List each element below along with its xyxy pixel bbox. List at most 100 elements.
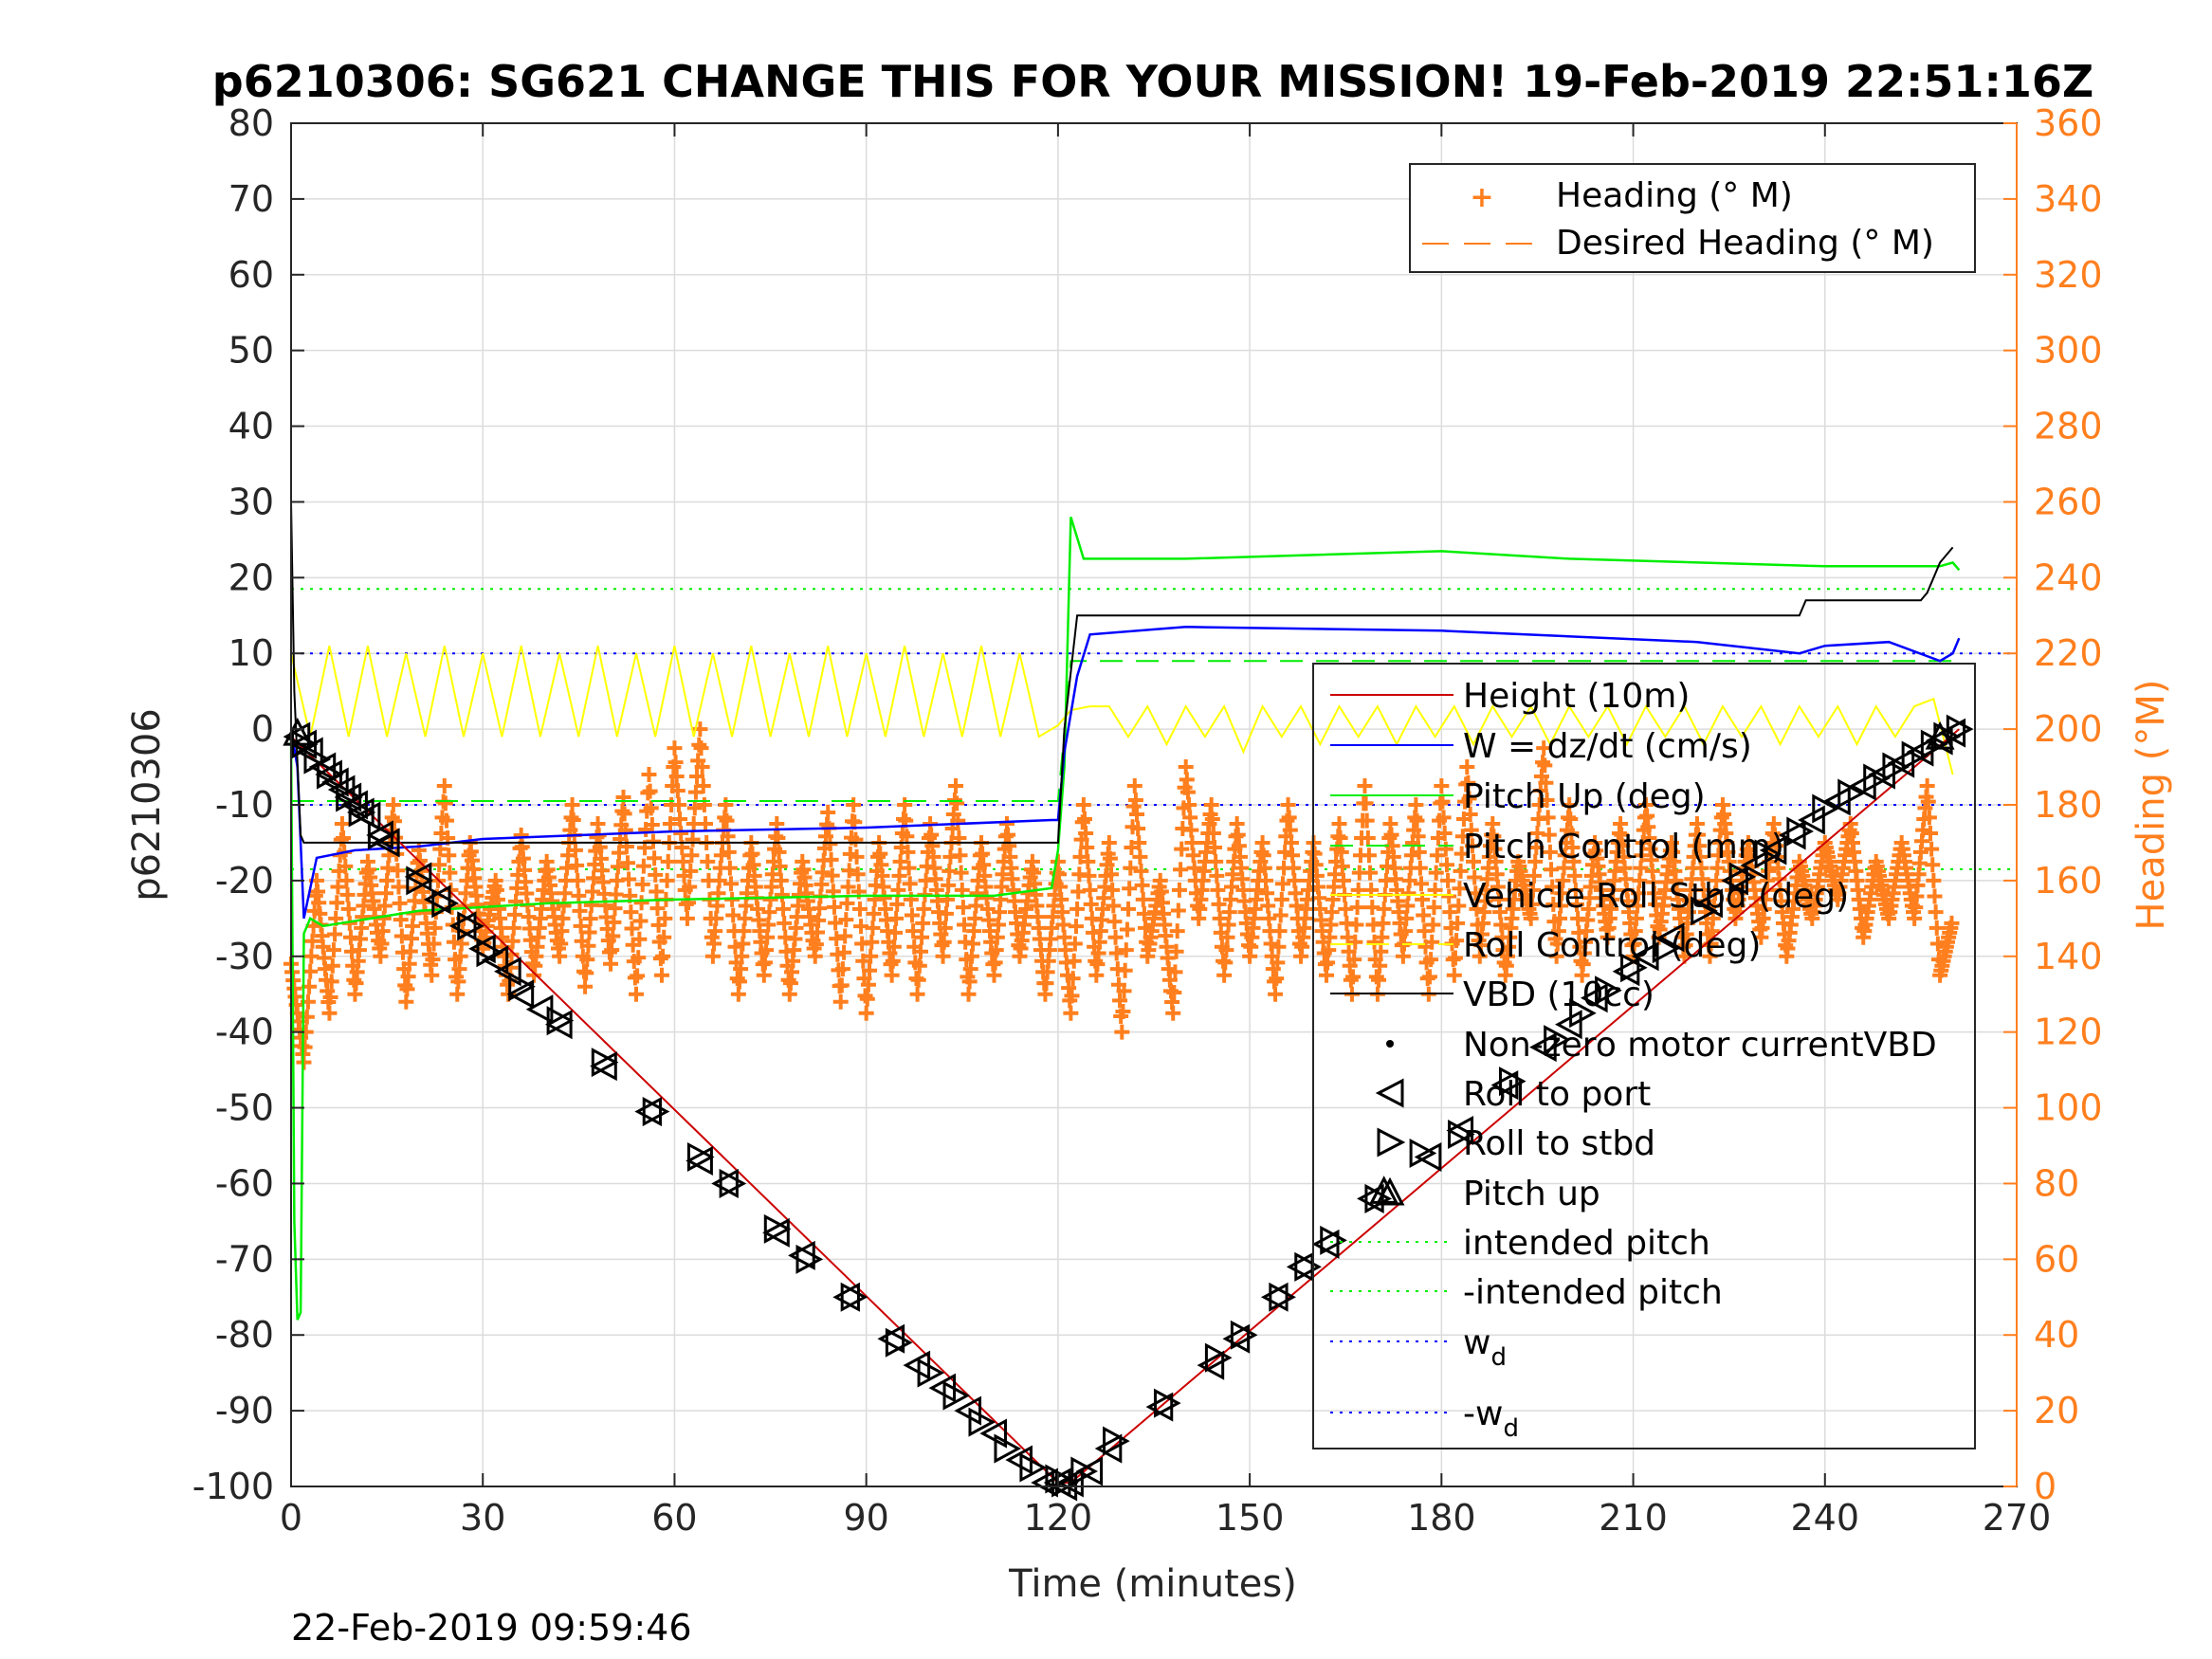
heading-point xyxy=(860,976,876,993)
heading-point xyxy=(829,931,845,947)
x-tick-label: 180 xyxy=(1407,1497,1476,1539)
roll-to-stbd-marker xyxy=(1409,1138,1437,1169)
heading-point xyxy=(656,929,672,945)
y-tick-label: 30 xyxy=(229,481,274,522)
heading-point xyxy=(1079,839,1095,855)
heading-point xyxy=(1527,853,1544,869)
heading-point xyxy=(689,769,705,785)
heading-point xyxy=(838,912,854,928)
heading-point xyxy=(887,924,903,940)
heading-point xyxy=(1269,971,1285,987)
heading-point xyxy=(1452,881,1468,897)
heading-point xyxy=(836,944,852,960)
heading-point xyxy=(824,867,840,884)
heading-point xyxy=(1929,920,1945,936)
heading-point xyxy=(338,858,354,874)
heading-point xyxy=(866,905,882,921)
heading-point xyxy=(1438,857,1454,873)
heading-point xyxy=(899,829,915,845)
heading-point xyxy=(885,953,901,969)
heading-point xyxy=(323,974,339,990)
heading-point xyxy=(1169,923,1185,939)
legend-label-neg-intended-pitch: -intended pitch xyxy=(1463,1273,1723,1312)
heading-point xyxy=(504,933,521,949)
heading-point xyxy=(1524,896,1540,912)
roll-to-port-marker xyxy=(404,862,432,892)
heading-point xyxy=(725,907,741,923)
roll-to-stbd-marker xyxy=(1754,839,1782,869)
heading-point xyxy=(439,812,455,829)
heading-point xyxy=(340,901,356,917)
x-tick-label: 0 xyxy=(280,1497,302,1539)
heading-point xyxy=(1409,812,1425,829)
y2-tick-label: 240 xyxy=(2034,556,2103,598)
y-tick-label: -70 xyxy=(215,1238,274,1280)
heading-point xyxy=(1463,822,1479,838)
y-tick-label: -10 xyxy=(215,784,274,826)
heading-point xyxy=(645,833,661,849)
heading-point xyxy=(1541,827,1557,843)
roll-to-stbd-marker xyxy=(1269,1282,1296,1312)
y-tick-label: 70 xyxy=(229,178,274,220)
heading-point xyxy=(580,938,596,954)
roll-to-stbd-marker xyxy=(508,972,536,1002)
heading-point xyxy=(579,952,595,968)
heading-point xyxy=(1114,1024,1130,1040)
legend-label-neg-wd: -wd xyxy=(1463,1395,1519,1443)
y-tick-label: 40 xyxy=(229,406,274,447)
roll-to-port-marker xyxy=(1094,1433,1123,1464)
heading-point xyxy=(935,948,951,964)
heading-point xyxy=(391,879,407,895)
heading-point xyxy=(722,860,738,876)
heading-point xyxy=(1078,825,1094,841)
heading-point xyxy=(669,783,686,799)
heading-point xyxy=(864,934,880,950)
roll-to-port-marker xyxy=(1656,922,1685,953)
y2-tick-label: 260 xyxy=(2034,481,2103,522)
heading-point xyxy=(1542,844,1558,860)
heading-point xyxy=(1446,967,1462,983)
heading-point xyxy=(1074,814,1090,830)
heading-point xyxy=(1525,882,1541,898)
roll-to-stbd-marker xyxy=(1070,1456,1099,1486)
heading-point xyxy=(1104,866,1120,883)
heading-point xyxy=(586,870,602,886)
heading-legend-label-0: Heading (° M) xyxy=(1556,176,1793,215)
legend-label-wd-main: w xyxy=(1463,1323,1490,1362)
y2-tick-label: 140 xyxy=(2034,936,2103,977)
heading-point xyxy=(774,886,790,902)
roll-to-stbd-marker xyxy=(316,759,344,790)
roll-to-stbd-marker xyxy=(686,1141,715,1173)
heading-point xyxy=(1207,839,1223,855)
heading-point xyxy=(694,759,710,775)
roll-to-stbd-marker xyxy=(885,1327,913,1358)
roll-to-stbd-marker xyxy=(1691,896,1718,926)
heading-point xyxy=(948,778,964,794)
y2-tick-label: 300 xyxy=(2034,330,2103,372)
heading-point xyxy=(1416,907,1432,923)
heading-point xyxy=(1928,904,1944,921)
heading-point xyxy=(571,887,587,903)
heading-point xyxy=(841,863,857,879)
y-tick-label: 20 xyxy=(229,556,274,598)
x-tick-label: 240 xyxy=(1791,1497,1860,1539)
y-tick-label: 0 xyxy=(251,708,274,750)
heading-point xyxy=(828,915,844,931)
heading-legend-marker: + xyxy=(1470,181,1493,214)
heading-point xyxy=(1271,923,1288,939)
heading-point xyxy=(897,797,913,812)
roll-to-stbd-marker xyxy=(1051,1468,1079,1498)
roll-to-port-marker xyxy=(448,911,477,941)
heading-point xyxy=(631,950,647,966)
heading-point xyxy=(655,948,671,964)
heading-point xyxy=(657,910,673,926)
roll-to-stbd-marker xyxy=(367,820,395,850)
heading-point xyxy=(1464,838,1480,854)
heading-point xyxy=(1411,844,1427,860)
roll-to-stbd-marker xyxy=(1595,975,1622,1006)
pitch-up-marker xyxy=(1925,720,1955,750)
heading-point xyxy=(1167,964,1183,980)
heading-point xyxy=(1107,929,1124,945)
heading-point xyxy=(823,851,839,867)
heading-point xyxy=(850,866,866,883)
